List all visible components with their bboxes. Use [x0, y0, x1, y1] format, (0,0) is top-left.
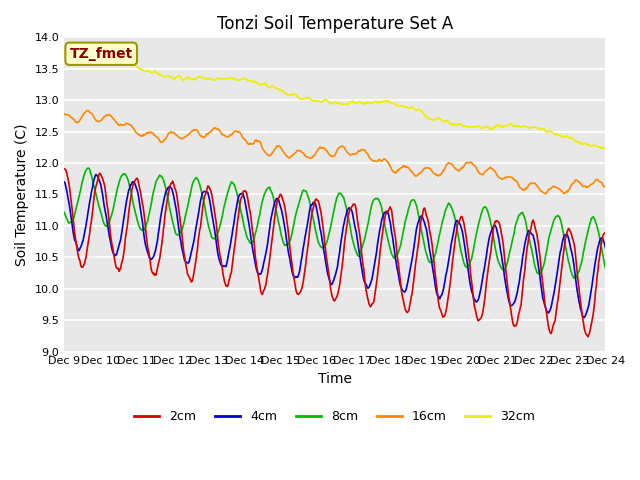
Y-axis label: Soil Temperature (C): Soil Temperature (C)	[15, 123, 29, 265]
Legend: 2cm, 4cm, 8cm, 16cm, 32cm: 2cm, 4cm, 8cm, 16cm, 32cm	[129, 405, 540, 428]
Text: TZ_fmet: TZ_fmet	[70, 47, 133, 61]
Title: Tonzi Soil Temperature Set A: Tonzi Soil Temperature Set A	[217, 15, 453, 33]
X-axis label: Time: Time	[318, 372, 352, 386]
